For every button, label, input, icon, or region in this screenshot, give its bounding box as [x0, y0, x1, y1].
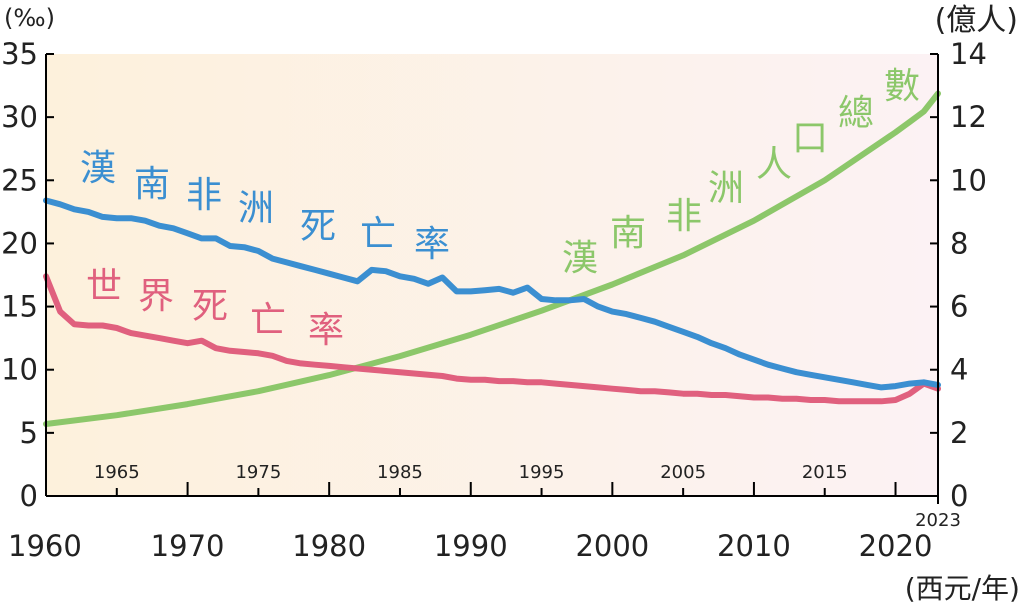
- annotation-char: 漢: [562, 238, 598, 279]
- x-major-tick-label: 1990: [434, 529, 508, 563]
- right-y-tick-label: 2: [950, 416, 968, 450]
- x-minor-tick-label: 1995: [519, 462, 565, 483]
- annotation-char: 亡: [360, 214, 396, 255]
- annotation-char: 南: [610, 213, 646, 254]
- right-axis-unit: (億人): [935, 3, 1018, 38]
- annotation-char: 南: [134, 164, 170, 205]
- left-y-tick-label: 20: [1, 226, 38, 260]
- annotation-char: 率: [308, 310, 344, 351]
- series-line-ssa-death-rate: [43, 197, 941, 391]
- annotation-char: 洲: [238, 188, 274, 229]
- minor-tick-labels: 1965 1975 1985 1995 2005 2015: [94, 462, 848, 483]
- x-minor-tick-label: 2005: [660, 462, 706, 483]
- series-lines: [43, 90, 941, 427]
- x-end-label: 2023: [915, 510, 961, 531]
- annotation-char: 率: [414, 224, 450, 265]
- x-major-tick-label: 2020: [859, 529, 933, 563]
- left-axis-unit: (‰): [4, 4, 55, 32]
- right-y-tick-label: 12: [950, 100, 987, 134]
- x-major-tick-label: 2010: [717, 529, 791, 563]
- x-minor-tick-label: 2015: [802, 462, 848, 483]
- right-y-tick-label: 0: [950, 479, 968, 513]
- series-line-world-death-rate: [43, 273, 941, 405]
- right-y-tick-label: 8: [950, 226, 968, 260]
- annotation-char: 世: [86, 266, 122, 307]
- annotation-char: 總: [838, 93, 874, 134]
- annotation-char: 人: [756, 144, 792, 185]
- annotation-char: 非: [666, 196, 702, 237]
- annotation-char: 死: [192, 286, 228, 327]
- annotation-char: 界: [138, 276, 174, 317]
- left-y-tick-label: 10: [1, 353, 38, 387]
- right-y-tick-label: 4: [950, 353, 968, 387]
- annotation-char: 非: [186, 175, 222, 216]
- x-minor-tick-label: 1975: [235, 462, 281, 483]
- x-major-tick-label: 1970: [151, 529, 225, 563]
- left-y-tick-label: 0: [20, 479, 38, 513]
- series-annotations: 漢南非洲死亡率世界死亡率漢南 非洲人口總數: [80, 66, 920, 351]
- annotation-char: 漢: [80, 148, 116, 189]
- right-y-tick-label: 6: [950, 290, 968, 324]
- annotation-world-death-rate: 世界死亡率: [86, 266, 344, 351]
- right-y-tick-label: 14: [950, 37, 987, 71]
- left-y-tick-label: 25: [1, 163, 38, 197]
- x-minor-tick-label: 1965: [94, 462, 140, 483]
- annotation-char: 口: [792, 118, 828, 159]
- annotation-char: 洲: [708, 168, 744, 209]
- annotation-char: 數: [884, 66, 920, 107]
- x-major-tick-label: 2000: [575, 529, 649, 563]
- left-y-tick-label: 15: [1, 290, 38, 324]
- x-minor-tick-label: 1985: [377, 462, 423, 483]
- x-major-tick-label: 1960: [8, 529, 82, 563]
- annotation-ssa-death-rate: 漢南非洲死亡率: [80, 148, 450, 265]
- plot-background: [46, 54, 938, 496]
- left-y-tick-label: 5: [20, 416, 38, 450]
- left-y-tick-label: 35: [1, 37, 38, 71]
- x-axis-unit: (西元/年): [905, 572, 1020, 605]
- annotation-char: 亡: [250, 300, 286, 341]
- left-y-tick-label: 30: [1, 100, 38, 134]
- right-y-tick-label: 10: [950, 163, 987, 197]
- x-major-tick-label: 1980: [292, 529, 366, 563]
- axes: 0 5 10 15 20 25 30 35 0 2 4 6 8 10 12 14 1960 1970 1980 199…: [1, 37, 987, 563]
- annotation-char: 死: [300, 206, 336, 247]
